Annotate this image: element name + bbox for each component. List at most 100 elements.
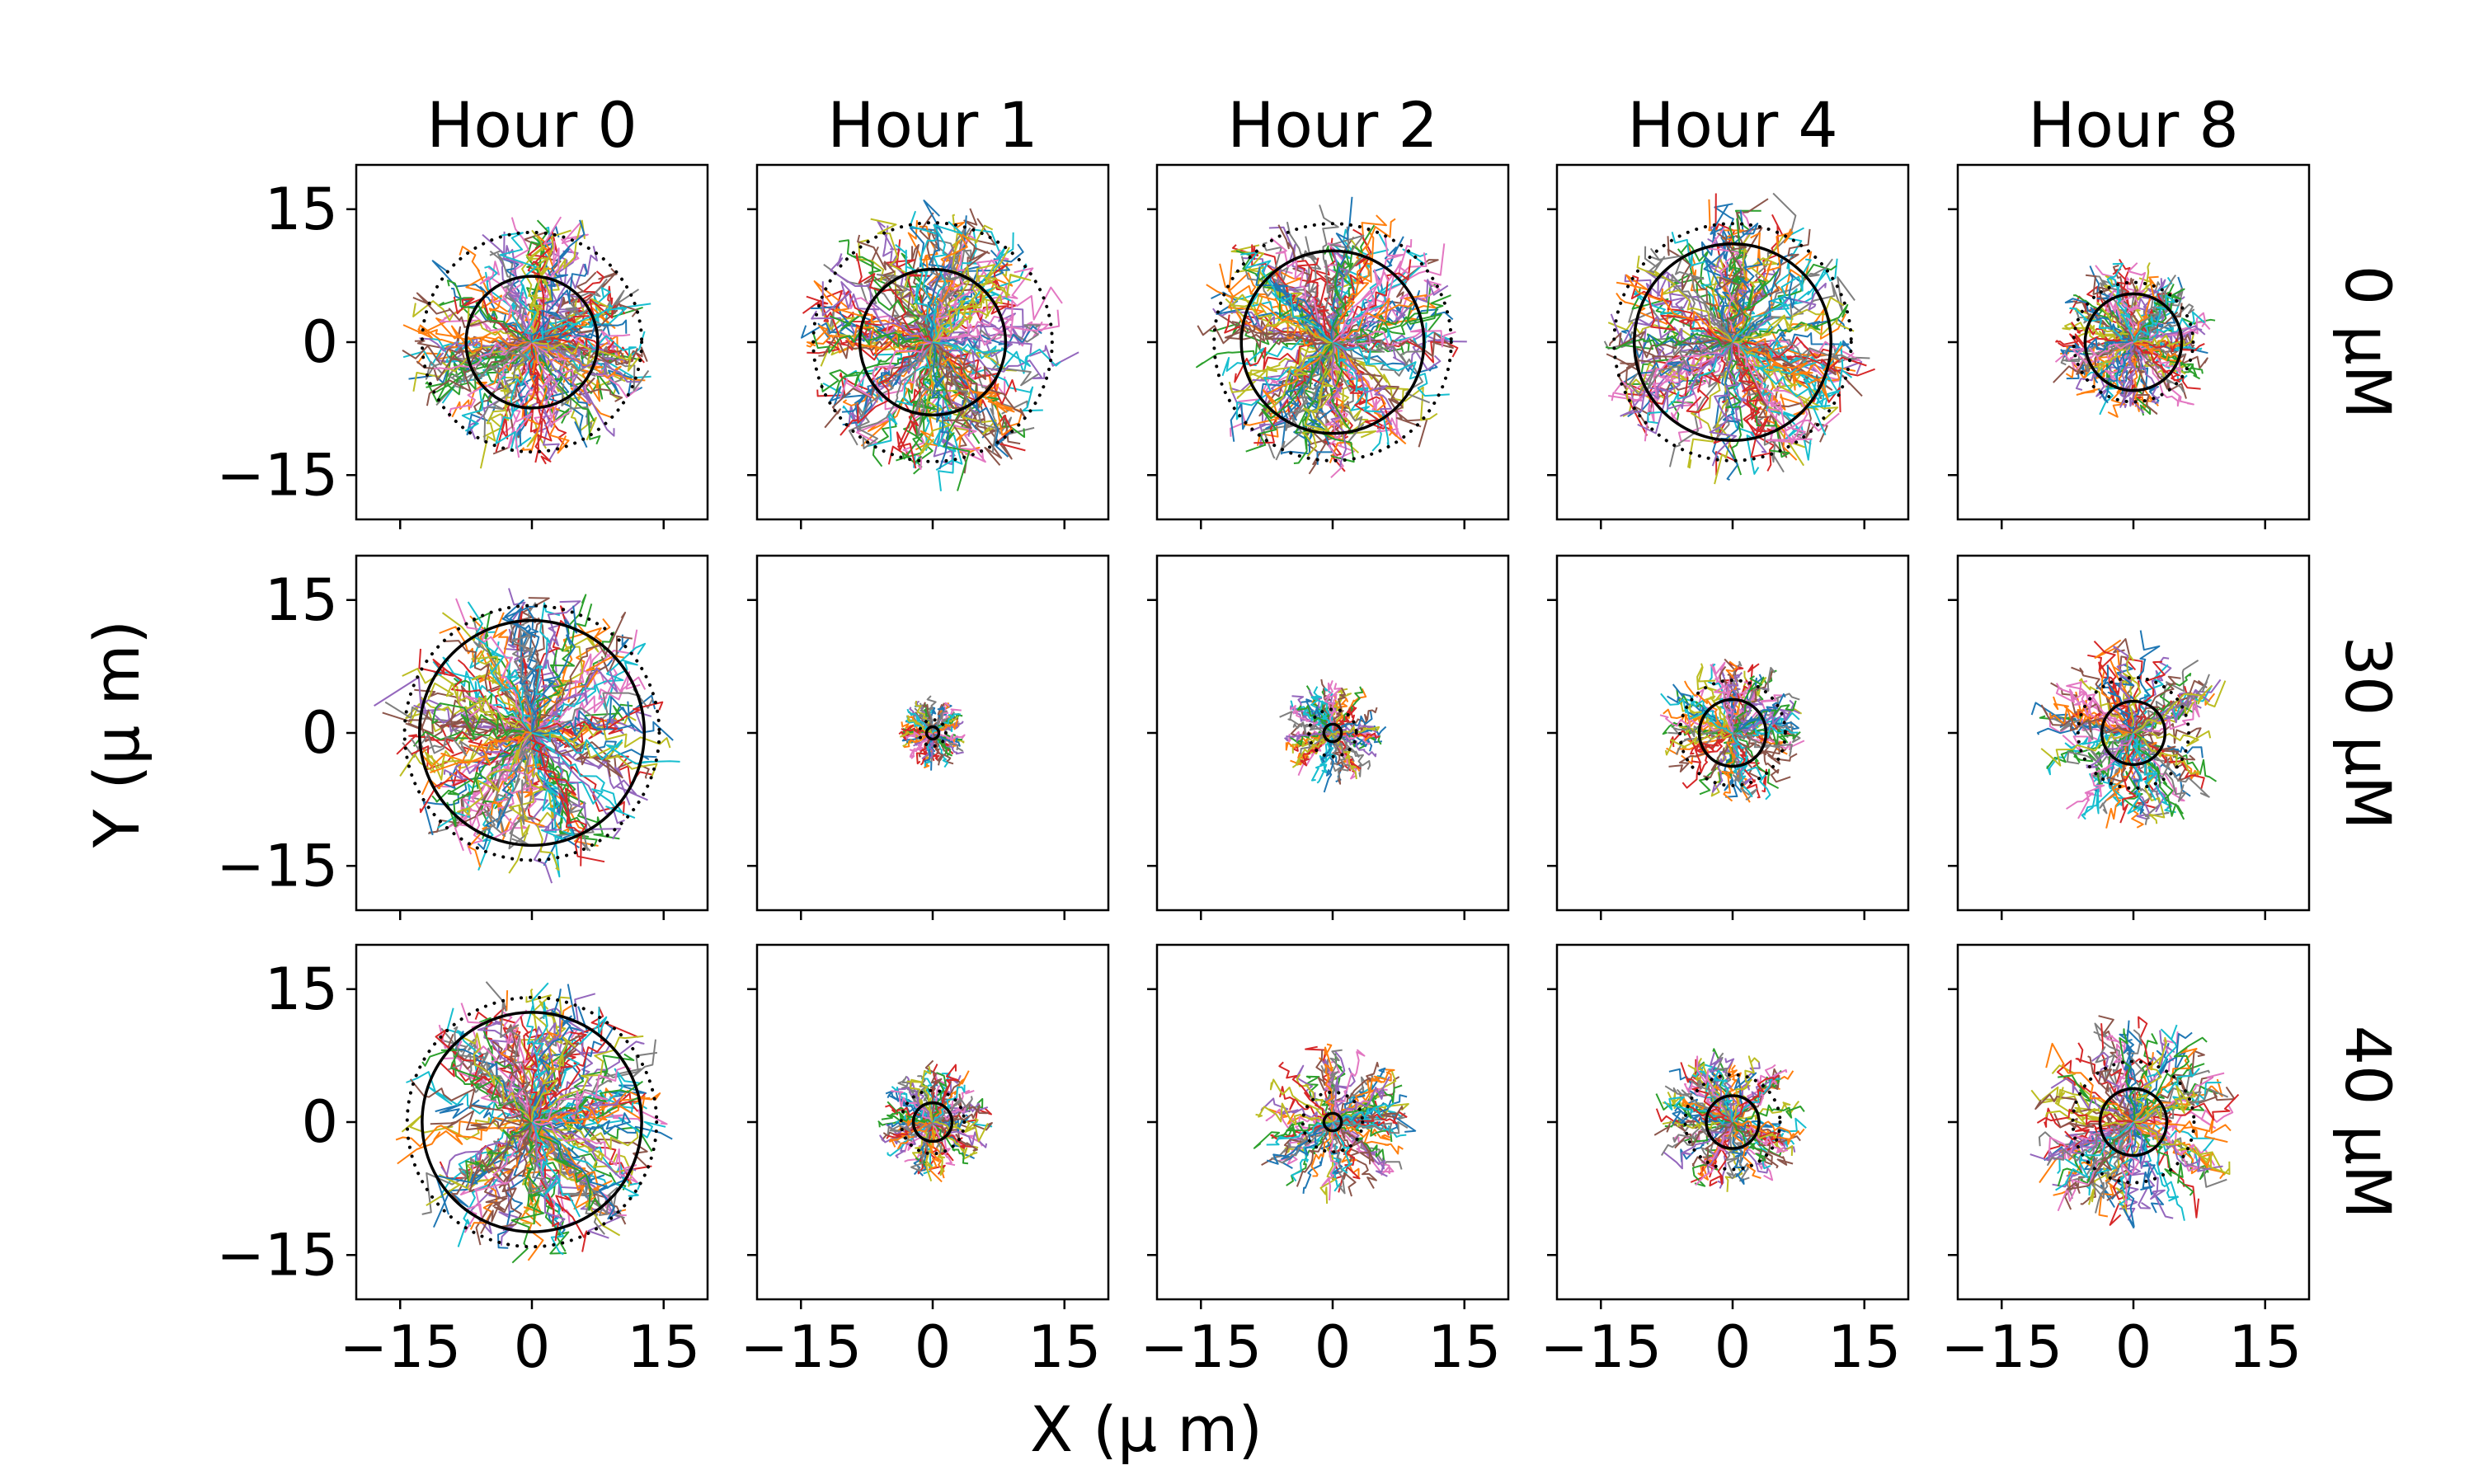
- track-group: [2053, 258, 2216, 418]
- trajectory-track: [932, 1121, 974, 1149]
- trajectory-track: [1695, 1121, 1733, 1186]
- trajectory-track: [1732, 316, 1855, 343]
- dotted-circle: [1300, 1090, 1365, 1154]
- trajectory-track: [2133, 732, 2185, 820]
- trajectory-track: [2133, 732, 2210, 798]
- trajectory-track: [2123, 653, 2142, 734]
- trajectory-track: [440, 1121, 533, 1176]
- trajectory-track: [531, 341, 651, 379]
- trajectory-track: [1332, 705, 1357, 734]
- trajectory-track: [855, 252, 934, 343]
- trajectory-track: [812, 331, 934, 354]
- dotted-circle: [1678, 679, 1787, 787]
- track-group: [374, 588, 680, 884]
- trajectory-track: [1732, 1075, 1780, 1123]
- trajectory-track: [530, 1001, 548, 1123]
- trajectory-track: [1732, 272, 1804, 343]
- trajectory-track: [2047, 1121, 2134, 1166]
- x-tick-label: 15: [1827, 1313, 1901, 1381]
- trajectory-track: [531, 1121, 623, 1220]
- trajectory-track: [2133, 684, 2213, 734]
- trajectory-track: [471, 655, 533, 734]
- trajectory-track: [1716, 1052, 1734, 1123]
- trajectory-track: [932, 1120, 989, 1143]
- trajectory-track: [1196, 338, 1333, 369]
- column-title: Hour 8: [2028, 88, 2239, 162]
- trajectory-track: [1225, 294, 1333, 344]
- trajectory-track: [867, 341, 934, 448]
- trajectory-track: [897, 1087, 934, 1123]
- trajectory-track: [897, 341, 934, 469]
- trajectory-track: [1732, 270, 1778, 343]
- trajectory-track: [1332, 1049, 1366, 1123]
- trajectory-track: [2133, 294, 2177, 343]
- trajectory-track: [2133, 660, 2166, 734]
- trajectory-track: [2133, 341, 2182, 363]
- solid-circle: [924, 725, 941, 741]
- trajectory-track: [2133, 1047, 2198, 1123]
- trajectory-track: [455, 598, 534, 734]
- trajectory-track: [932, 1084, 966, 1123]
- trajectory-track: [531, 341, 588, 448]
- trajectory-track: [2087, 1055, 2134, 1123]
- dotted-circle: [1212, 222, 1453, 463]
- trajectory-track: [1709, 341, 1739, 467]
- trajectory-track: [2034, 1093, 2134, 1124]
- trajectory-track: [531, 1007, 608, 1123]
- solid-circle: [417, 618, 647, 848]
- trajectory-track: [1332, 723, 1378, 734]
- trajectory-track: [928, 732, 935, 759]
- x-tick-label: −15: [1140, 1313, 1262, 1381]
- x-tick-label: 15: [1028, 1313, 1101, 1381]
- solid-circle: [421, 1011, 643, 1233]
- trajectory-track: [519, 602, 539, 734]
- trajectory-track: [435, 1029, 533, 1123]
- panel-r2-c0: −15−15 0 0 15 15: [216, 943, 709, 1381]
- panel-r2-c3: −15 0 15: [1540, 943, 1910, 1381]
- column-title: Hour 2: [1227, 88, 1438, 162]
- trajectory-track: [2045, 732, 2134, 769]
- dotted-circle: [2071, 1059, 2196, 1185]
- dotted-circle: [402, 603, 661, 862]
- trajectory-track: [2133, 1121, 2194, 1196]
- trajectory-track: [2133, 1024, 2178, 1123]
- trajectory-track: [1637, 341, 1733, 434]
- trajectory-track: [932, 341, 1061, 367]
- trajectory-track: [890, 1111, 934, 1124]
- track-group: [1253, 1043, 1417, 1205]
- solid-circle: [1322, 722, 1343, 744]
- trajectory-track: [913, 341, 938, 436]
- trajectory-track: [492, 612, 534, 734]
- track-group: [1603, 192, 1875, 485]
- trajectory-track: [932, 1070, 970, 1123]
- track-group: [1653, 1048, 1807, 1192]
- trajectory-track: [1296, 260, 1333, 343]
- trajectory-track: [848, 341, 934, 446]
- trajectory-track: [2118, 341, 2135, 408]
- trajectory-track: [2133, 333, 2194, 348]
- trajectory-track: [2133, 341, 2201, 390]
- trajectory-track: [511, 627, 536, 734]
- trajectory-track: [446, 279, 533, 343]
- trajectory-track: [530, 341, 590, 418]
- track-group: [1196, 196, 1467, 479]
- trajectory-track: [1732, 276, 1856, 343]
- x-tick-label: 0: [1315, 1313, 1352, 1381]
- trajectory-track: [2054, 341, 2134, 364]
- trajectory-track: [923, 200, 945, 343]
- trajectory-track: [932, 1109, 990, 1123]
- trajectory-track: [2119, 1028, 2137, 1123]
- trajectory-track: [2106, 275, 2135, 343]
- trajectory-track: [1332, 1121, 1404, 1155]
- trajectory-track: [1732, 732, 1791, 783]
- trajectory-track: [1230, 341, 1333, 442]
- trajectory-track: [531, 341, 640, 372]
- trajectory-track: [443, 640, 533, 734]
- trajectory-track: [482, 341, 534, 442]
- trajectory-track: [456, 732, 533, 816]
- dotted-circle: [2072, 280, 2195, 404]
- trajectory-track: [1329, 196, 1353, 343]
- trajectory-track: [1716, 232, 1747, 343]
- trajectory-track: [1732, 228, 1811, 343]
- trajectory-track: [531, 732, 582, 866]
